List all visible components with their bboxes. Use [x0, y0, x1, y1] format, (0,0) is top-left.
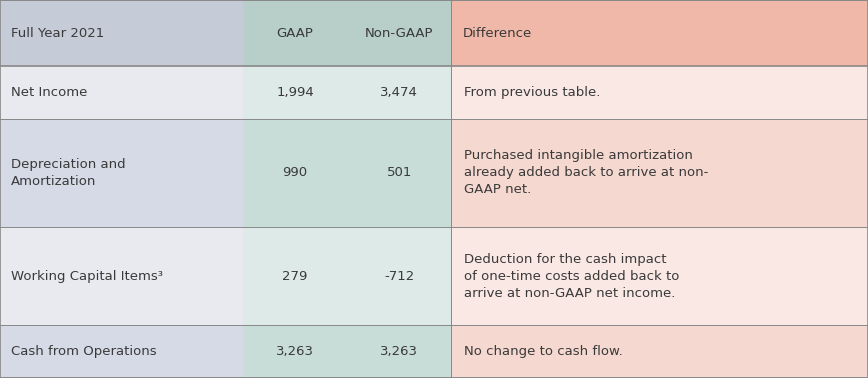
- Text: 3,263: 3,263: [380, 345, 418, 358]
- Text: 1,994: 1,994: [276, 86, 314, 99]
- Bar: [451, 227, 868, 325]
- Bar: [0, 325, 243, 378]
- Text: Working Capital Items³: Working Capital Items³: [11, 270, 163, 282]
- Bar: [243, 67, 451, 119]
- Bar: [451, 67, 868, 119]
- Text: 501: 501: [386, 166, 412, 180]
- Text: Full Year 2021: Full Year 2021: [11, 27, 104, 40]
- Text: No change to cash flow.: No change to cash flow.: [464, 345, 623, 358]
- Text: Net Income: Net Income: [11, 86, 88, 99]
- Text: GAAP: GAAP: [277, 27, 313, 40]
- Text: Cash from Operations: Cash from Operations: [11, 345, 157, 358]
- Bar: [243, 0, 451, 67]
- Text: 279: 279: [282, 270, 308, 282]
- Bar: [243, 325, 451, 378]
- Bar: [451, 0, 868, 67]
- Bar: [0, 227, 243, 325]
- Text: Deduction for the cash impact
of one-time costs added back to
arrive at non-GAAP: Deduction for the cash impact of one-tim…: [464, 253, 680, 299]
- Text: 990: 990: [283, 166, 307, 180]
- Text: 3,263: 3,263: [276, 345, 314, 358]
- Bar: [451, 325, 868, 378]
- Bar: [243, 119, 451, 227]
- Text: From previous table.: From previous table.: [464, 86, 601, 99]
- Text: Difference: Difference: [463, 27, 532, 40]
- Text: Non-GAAP: Non-GAAP: [365, 27, 433, 40]
- Bar: [0, 0, 243, 67]
- Bar: [0, 67, 243, 119]
- Text: -712: -712: [385, 270, 414, 282]
- Bar: [0, 119, 243, 227]
- Text: 3,474: 3,474: [380, 86, 418, 99]
- Bar: [243, 227, 451, 325]
- Bar: [451, 119, 868, 227]
- Text: Purchased intangible amortization
already added back to arrive at non-
GAAP net.: Purchased intangible amortization alread…: [464, 149, 709, 197]
- Text: Depreciation and
Amortization: Depreciation and Amortization: [11, 158, 126, 188]
